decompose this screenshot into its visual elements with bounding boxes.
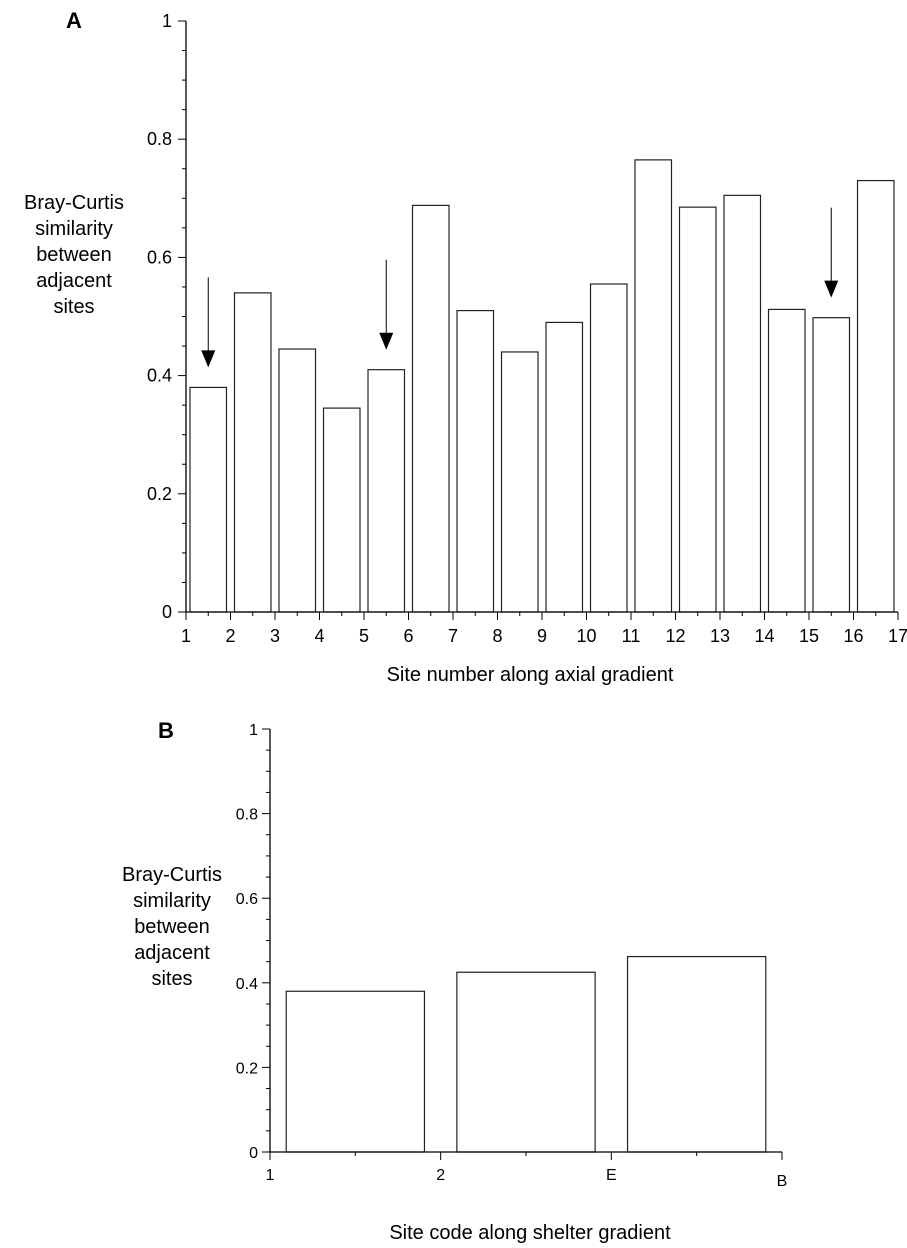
bar <box>545 321 584 613</box>
bar <box>233 292 272 613</box>
x-tick-label: B <box>777 1173 788 1190</box>
x-tick-label: 1 <box>266 1167 275 1184</box>
panel-b-plot: 0 0.2 0.4 0.6 0.8 1 1 2 E B <box>236 722 788 1190</box>
x-tick-label: 2 <box>436 1167 445 1184</box>
bar <box>322 407 361 613</box>
x-tick-label: 2 <box>225 626 235 646</box>
x-tick-label: 6 <box>403 626 413 646</box>
bar <box>411 204 450 613</box>
bar <box>767 308 806 613</box>
y-tick-label: 0.2 <box>147 484 172 504</box>
panel-a-ylabel-line: sites <box>53 296 95 318</box>
x-tick-label: 11 <box>622 626 641 646</box>
panel-a-ylabel-line: between <box>36 244 112 266</box>
x-tick-label: 8 <box>492 626 502 646</box>
bar <box>678 206 717 613</box>
bar <box>856 179 895 613</box>
x-tick-label: 7 <box>448 626 458 646</box>
x-tick-label: 5 <box>359 626 369 646</box>
y-tick-label: 1 <box>249 722 258 739</box>
y-tick-label: 0.4 <box>147 366 172 386</box>
panel-a-label: A <box>66 8 82 33</box>
panel-b-ylabel-line: sites <box>151 968 193 990</box>
y-tick-label: 0.8 <box>236 807 258 824</box>
panel-a-plot: 00.20.40.60.811 2 3 4 5 6 7 8 9 10 11 12 13 14 15 16 17 <box>147 11 907 646</box>
x-tick-label: 1 <box>181 626 191 646</box>
bar <box>812 317 851 613</box>
panel-b-ylabel: Bray-Curtis similarity between adjacent … <box>102 862 242 992</box>
bar <box>723 194 762 613</box>
bar <box>285 990 426 1153</box>
bar <box>589 283 628 613</box>
x-tick-label: 16 <box>843 626 863 646</box>
x-tick-label: 10 <box>576 626 596 646</box>
panel-a-ylabel: Bray-Curtis similarity between adjacent … <box>4 190 144 320</box>
y-tick-label: 0.2 <box>236 1060 258 1077</box>
x-tick-label: 9 <box>537 626 547 646</box>
y-tick-label: 0.4 <box>236 976 258 993</box>
x-tick-label: 13 <box>710 626 730 646</box>
bar <box>634 159 673 613</box>
y-tick-label: 0 <box>249 1145 258 1162</box>
panel-b-ylabel-line: Bray-Curtis <box>121 864 222 886</box>
panel-a-ylabel-line: adjacent <box>36 270 112 292</box>
arrow-head <box>379 332 394 350</box>
x-tick-label: 3 <box>270 626 280 646</box>
bar <box>189 386 228 613</box>
x-tick-label: 15 <box>799 626 819 646</box>
panel-b-ylabel-line: between <box>134 916 210 938</box>
panel-a-ylabel-line: Bray-Curtis <box>23 192 124 214</box>
panel-a-ylabel-line: similarity <box>35 218 113 240</box>
x-tick-label: 17 <box>888 626 907 646</box>
x-tick-label: E <box>606 1167 617 1184</box>
y-tick-label: 0.6 <box>147 247 172 267</box>
bar <box>278 348 317 613</box>
panel-b-ylabel-line: adjacent <box>134 942 210 964</box>
panel-b-ylabel-line: similarity <box>133 890 211 912</box>
y-tick-label: 0.8 <box>147 129 172 149</box>
arrow-head <box>824 280 839 298</box>
y-tick-label: 1 <box>162 11 172 31</box>
arrow-head <box>201 350 216 368</box>
bar <box>367 369 406 613</box>
panel-a-xlabel: Site number along axial gradient <box>386 664 674 686</box>
x-tick-label: 14 <box>754 626 774 646</box>
bar <box>456 971 596 1153</box>
x-tick-label: 4 <box>314 626 324 646</box>
y-tick-label: 0.6 <box>236 891 258 908</box>
bar <box>626 955 767 1153</box>
panel-b-label: B <box>158 718 174 743</box>
bar <box>500 351 539 613</box>
y-tick-label: 0 <box>162 602 172 622</box>
x-tick-label: 12 <box>665 626 685 646</box>
panel-b-xlabel: Site code along shelter gradient <box>389 1222 671 1244</box>
bar <box>456 309 495 613</box>
